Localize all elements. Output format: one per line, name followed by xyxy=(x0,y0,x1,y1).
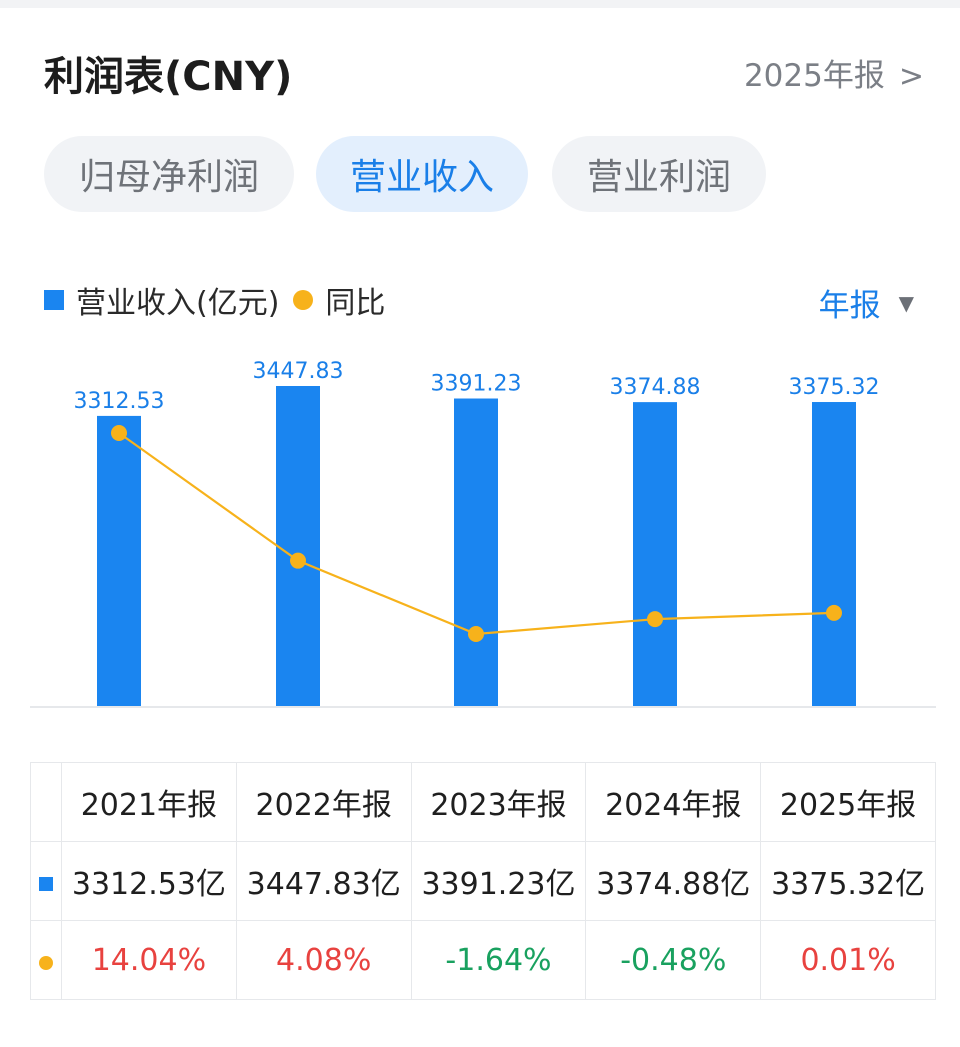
tab-label: 归母净利润 xyxy=(78,157,259,198)
bar-2022年报 xyxy=(276,386,320,706)
table-row-growth: 14.04% 4.08% -1.64% -0.48% 0.01% xyxy=(30,920,936,1000)
revenue-marker-icon xyxy=(39,876,53,891)
caret-down-icon: ▼ xyxy=(898,290,914,315)
table-header-cell: 2022年报 xyxy=(235,762,412,842)
bar-value-label: 3447.83 xyxy=(253,359,344,384)
table-cell: 3312.53亿 xyxy=(61,841,237,921)
table-row-revenue: 3312.53亿 3447.83亿 3391.23亿 3374.88亿 3375… xyxy=(30,841,936,921)
growth-point xyxy=(647,611,663,628)
table-cell: 4.08% xyxy=(235,920,412,1000)
header: 利润表(CNY) 2025年报 > xyxy=(44,40,924,100)
table-cell: 14.04% xyxy=(61,920,237,1000)
growth-point xyxy=(111,425,127,441)
table-cell: 3447.83亿 xyxy=(235,841,412,921)
bar-2023年报 xyxy=(454,398,498,706)
bar-value-label: 3374.88 xyxy=(610,375,701,400)
table-cell: 3374.88亿 xyxy=(585,841,762,921)
table-cell: -0.48% xyxy=(585,920,762,1000)
bar-value-label: 3375.32 xyxy=(789,375,880,400)
table-cell: -1.64% xyxy=(410,920,587,1000)
revenue-chart: 3312.53 3447.83 3391.23 3374.88 3375.32 xyxy=(30,359,936,708)
period-dropdown[interactable]: 年报 ▼ xyxy=(819,280,914,325)
period-dropdown-label: 年报 xyxy=(818,288,881,324)
chevron-right-icon: > xyxy=(898,59,924,94)
tab-label: 营业利润 xyxy=(586,157,731,198)
table-header-cell: 2025年报 xyxy=(760,762,936,842)
legend-line-marker xyxy=(293,290,314,310)
growth-marker-icon xyxy=(39,955,53,970)
table-corner-cell xyxy=(30,762,62,842)
data-table: 2021年报 2022年报 2023年报 2024年报 2025年报 3312.… xyxy=(30,762,936,1000)
bar-value-label: 3312.53 xyxy=(74,389,165,414)
table-header-cell: 2021年报 xyxy=(61,762,237,842)
tab-label: 营业收入 xyxy=(349,157,494,198)
legend-bar-marker xyxy=(44,290,64,310)
growth-point xyxy=(290,552,306,569)
report-period-label: 2025年报 xyxy=(743,58,885,94)
bar-2025年报 xyxy=(812,402,856,706)
growth-point xyxy=(468,626,484,642)
table-header-cell: 2023年报 xyxy=(410,762,587,842)
legend-bar-label: 营业收入(亿元) xyxy=(76,286,280,321)
tab-operating-profit[interactable]: 营业利润 xyxy=(552,136,766,212)
table-cell: 3391.23亿 xyxy=(410,841,587,921)
table-cell: 3375.32亿 xyxy=(760,841,936,921)
bar-2021年报 xyxy=(97,415,141,706)
table-row-line-marker xyxy=(30,920,62,1000)
page-title: 利润表(CNY) xyxy=(44,54,293,100)
bar-2024年报 xyxy=(633,402,677,706)
table-row-bar-marker xyxy=(30,841,62,921)
report-period-link[interactable]: 2025年报 > xyxy=(744,50,924,95)
tab-revenue[interactable]: 营业收入 xyxy=(316,136,528,212)
legend-line-label: 同比 xyxy=(325,286,386,321)
table-header-cell: 2024年报 xyxy=(585,762,762,842)
table-header-row: 2021年报 2022年报 2023年报 2024年报 2025年报 xyxy=(30,762,936,842)
tab-net-profit[interactable]: 归母净利润 xyxy=(44,136,294,212)
chart-legend: 营业收入(亿元) 同比 xyxy=(44,280,386,321)
growth-point xyxy=(826,604,842,621)
bar-value-label: 3391.23 xyxy=(431,372,522,397)
table-cell: 0.01% xyxy=(760,920,936,1000)
top-strip xyxy=(0,0,960,8)
